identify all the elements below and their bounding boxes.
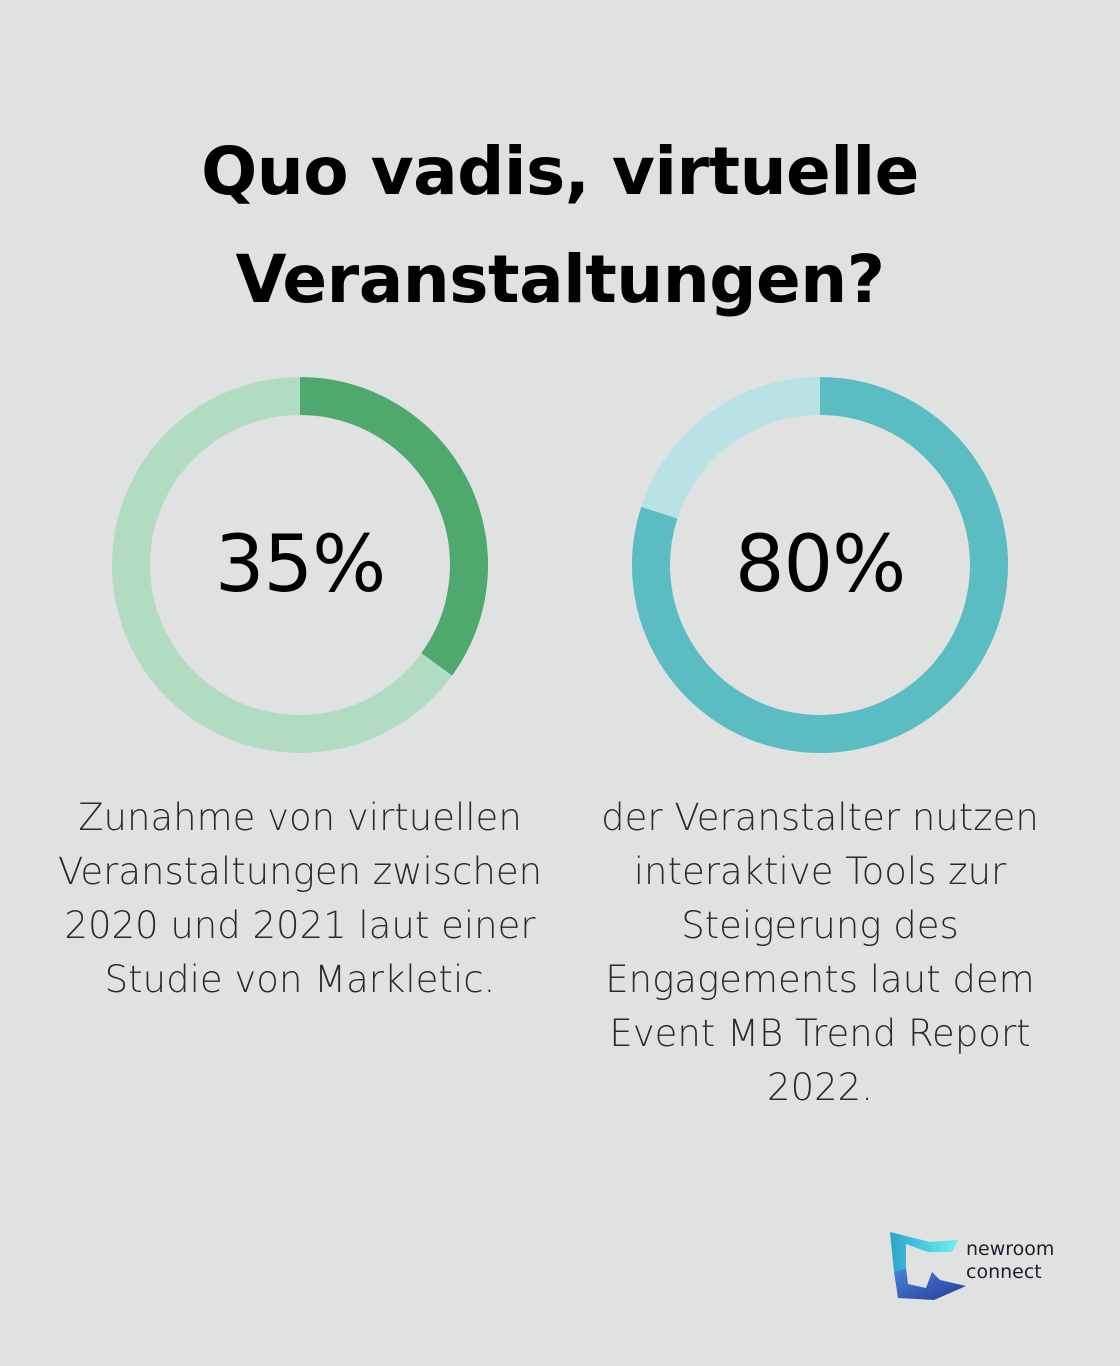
donut-chart-2-svg [632,377,1008,753]
donut-value-1: 35% [214,520,386,610]
description-2: der Veranstalter nutzen interaktive Tools… [570,791,1070,1115]
logo-text-line-2: connect [966,1261,1042,1283]
donut-slice-1 [299,377,488,676]
description-2-line: Steigerung des [681,904,959,947]
logo-text: newroom connect [966,1238,1054,1284]
description-2-line: der Veranstalter nutzen [601,796,1039,839]
description-1-line: 2020 und 2021 laut einer [64,904,536,947]
donut-chart-1-svg [112,377,488,753]
donut-chart-1: 35% [110,375,490,755]
title-line-2: Veranstaltungen? [235,241,885,318]
logo-text-line-1: newroom [966,1238,1055,1260]
description-2-line: 2022. [767,1066,873,1109]
description-1-line: Veranstaltungen zwischen [57,850,543,893]
description-1: Zunahme von virtuellen Veranstaltungen zw… [50,791,550,1007]
newroom-connect-logo: newroom connect [886,1228,1086,1308]
description-2-line: Engagements laut dem [605,958,1035,1001]
description-2-line: Event MB Trend Report [609,1012,1031,1055]
description-1-line: Studie von Markletic. [104,958,496,1001]
donut-value-2: 80% [734,520,906,610]
title-line-1: Quo vadis, virtuelle [201,133,919,210]
logo-mark-icon [890,1232,966,1300]
donut-chart-2: 80% [630,375,1010,755]
description-2-line: interaktive Tools zur [633,850,1007,893]
donut-slice-2 [632,377,1008,753]
description-1-line: Zunahme von virtuellen [78,796,522,839]
page-title: Quo vadis, virtuelle Veranstaltungen? [0,118,1120,334]
